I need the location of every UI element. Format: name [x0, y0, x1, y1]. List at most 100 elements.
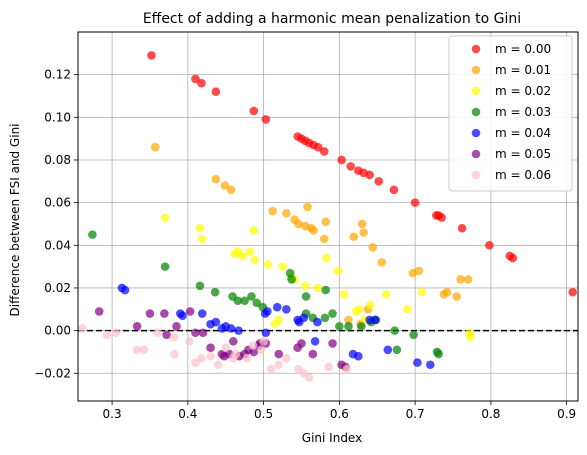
data-point: [305, 373, 314, 382]
data-point: [199, 328, 208, 337]
data-point: [509, 254, 518, 263]
data-point: [170, 333, 179, 342]
data-point: [206, 352, 215, 361]
data-point: [133, 322, 142, 331]
data-point: [328, 339, 337, 348]
data-point: [413, 358, 422, 367]
data-point: [452, 292, 461, 301]
x-tick-label: 0.8: [481, 407, 500, 421]
data-point: [161, 262, 170, 271]
data-point: [321, 218, 330, 227]
legend-label: m = 0.02: [495, 84, 551, 98]
data-point: [415, 267, 424, 276]
data-point: [485, 241, 494, 250]
legend-label: m = 0.03: [495, 105, 551, 119]
data-point: [206, 343, 215, 352]
data-point: [121, 286, 130, 295]
data-point: [324, 363, 333, 372]
data-point: [337, 156, 346, 165]
data-point: [393, 346, 402, 355]
data-point: [243, 354, 252, 363]
data-point: [346, 162, 355, 171]
legend-label: m = 0.04: [495, 126, 551, 140]
data-point: [196, 224, 205, 233]
data-point: [357, 322, 366, 331]
data-point: [320, 235, 329, 244]
data-point: [151, 143, 160, 152]
data-point: [328, 309, 337, 318]
data-point: [440, 290, 449, 299]
data-point: [297, 339, 306, 348]
data-point: [568, 288, 577, 297]
data-point: [198, 235, 207, 244]
legend-marker: [472, 45, 481, 54]
data-point: [358, 220, 367, 229]
data-point: [147, 51, 156, 60]
legend-label: m = 0.06: [495, 168, 551, 182]
data-point: [112, 328, 121, 337]
y-tick-label: 0.02: [44, 281, 71, 295]
data-point: [334, 267, 343, 276]
data-point: [274, 350, 283, 359]
data-point: [321, 286, 330, 295]
data-point: [365, 171, 374, 180]
data-point: [250, 256, 259, 265]
data-point: [403, 305, 412, 314]
data-point: [411, 198, 420, 207]
data-point: [309, 350, 318, 359]
data-point: [390, 186, 399, 195]
legend-marker: [472, 150, 481, 159]
data-point: [382, 290, 391, 299]
data-point: [335, 322, 344, 331]
data-point: [140, 346, 149, 355]
data-point: [384, 346, 393, 355]
data-point: [313, 318, 322, 327]
data-point: [262, 115, 271, 124]
y-axis-ticks: −0.02 0.00 0.02 0.04 0.06 0.08 0.10 0.12: [34, 68, 78, 381]
data-point: [271, 320, 280, 329]
data-point: [278, 262, 287, 271]
data-point: [320, 147, 329, 156]
data-point: [178, 311, 187, 320]
y-tick-label: 0.00: [44, 324, 71, 338]
data-point: [344, 322, 353, 331]
data-point: [212, 175, 221, 184]
data-point: [268, 207, 277, 216]
data-point: [366, 301, 375, 310]
data-point: [458, 224, 467, 233]
data-point: [78, 324, 87, 333]
data-point: [409, 331, 418, 340]
y-tick-label: −0.02: [34, 366, 71, 380]
data-point: [238, 252, 247, 261]
legend: m = 0.00 m = 0.01 m = 0.02 m = 0.03 m = 0.04…: [449, 36, 572, 191]
x-axis-label: Gini Index: [302, 431, 362, 445]
legend-marker: [472, 129, 481, 138]
series-1: [151, 143, 472, 329]
data-point: [273, 303, 282, 312]
x-tick-label: 0.4: [178, 407, 197, 421]
data-point: [185, 337, 194, 346]
x-tick-label: 0.7: [406, 407, 425, 421]
data-point: [359, 228, 368, 237]
data-point: [160, 309, 169, 318]
data-point: [313, 284, 322, 293]
y-tick-label: 0.04: [44, 238, 71, 252]
x-axis-ticks: 0.3 0.4 0.5 0.6 0.7 0.8 0.9: [103, 401, 577, 421]
legend-marker: [472, 66, 481, 75]
data-point: [264, 260, 273, 269]
y-tick-label: 0.06: [44, 196, 71, 210]
data-point: [262, 328, 271, 337]
data-point: [257, 346, 266, 355]
data-point: [302, 292, 311, 301]
data-point: [321, 314, 330, 323]
data-point: [263, 307, 272, 316]
data-point: [282, 305, 291, 314]
legend-marker: [472, 108, 481, 117]
data-point: [377, 258, 386, 267]
data-point: [343, 365, 352, 374]
x-tick-label: 0.3: [103, 407, 122, 421]
data-point: [102, 331, 111, 340]
legend-label: m = 0.01: [495, 63, 551, 77]
data-point: [162, 331, 171, 340]
